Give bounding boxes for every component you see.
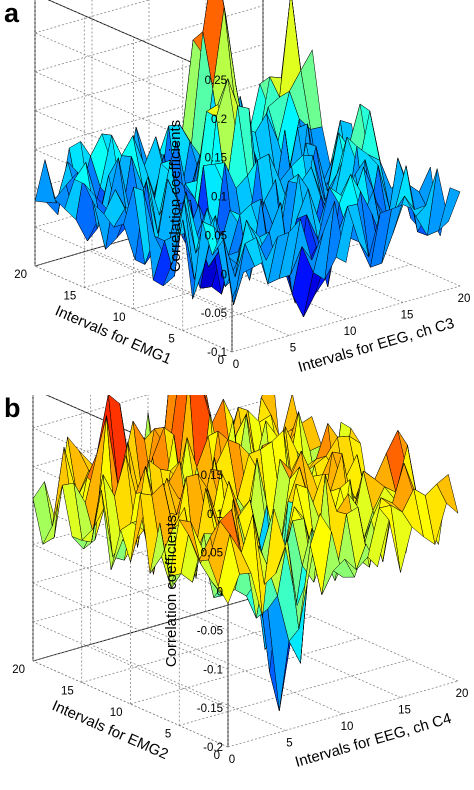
z-tick-label: 0.15 [201,470,223,482]
z-tick-label: 0.1 [211,192,227,204]
z-tick-label: -0.15 [197,703,223,715]
surface [34,0,461,318]
surface-patch [438,187,461,231]
y-tick-label: 5 [168,334,174,346]
panel-a: a -0.1 -0.05 0 0.05 0.1 0.15 0.2 0.25 0 5 10 15 20 0 5… [4,0,470,376]
x-tick-label: 15 [401,310,414,322]
left-wall-grid-z [45,395,229,476]
left-wall-grid-z [32,505,229,592]
y-tick-label: 10 [110,707,123,719]
x-tick-label: 0 [229,754,235,766]
surface-patch [436,474,459,514]
z-tick-label: 0 [221,269,227,281]
z-axis-label: Correlation coefficients [167,120,184,272]
z-tick-label: 0 [217,587,223,599]
y-tick-label: 15 [61,686,74,698]
left-wall-grid-z [32,582,229,670]
z-tick-label: 0.1 [207,509,223,521]
z-tick-label: 0.15 [205,153,227,165]
y-tick-label: 0 [214,750,220,762]
y-tick-label: 15 [63,291,76,303]
x-axis-label: Intervals for EEG, ch C4 [293,710,453,771]
z-tick-label: 0.25 [205,75,227,87]
tick-labels: -0.2 -0.15 -0.1 -0.05 0 0.05 0.1 0.15 0 5 10 15 20 0 5… [12,470,468,766]
floor-grid-x [90,644,286,731]
y-tick-label: 10 [113,312,126,324]
x-tick-label: 5 [286,738,292,750]
y-tick-label: 20 [12,664,25,676]
z-axis-label: Correlation coefficients [163,515,180,667]
left-wall-grid-z [32,660,229,748]
x-tick-label: 20 [456,688,469,700]
z-tick-label: 0.2 [211,114,227,126]
z-tick-label: -0.2 [203,742,223,754]
surface [32,395,459,712]
x-tick-label: 10 [344,326,357,338]
x-tick-label: 0 [233,359,239,371]
x-tick-label: 15 [398,705,411,717]
x-tick-label: 5 [290,343,296,355]
panel-b: b -0.2 -0.15 -0.1 -0.05 0 0.05 0.1 0.15 0 5 10 15 20… [0,395,474,790]
y-tick-label: 5 [165,729,171,741]
tick-labels: -0.1 -0.05 0 0.05 0.1 0.15 0.2 0.25 0 5 10 15 20 0 5 10… [14,75,470,371]
x-axis-label: Intervals for EEG, ch C3 [296,315,456,376]
z-tick-label: -0.05 [197,625,223,637]
floor-grid-y [182,264,411,331]
panel-label-a: a [4,0,20,28]
floor-grid-x [147,627,344,715]
z-tick-label: -0.05 [201,308,227,320]
left-wall-grid-z [32,544,229,631]
z-tick-label: -0.1 [203,664,223,676]
surface-chart-b: -0.2 -0.15 -0.1 -0.05 0 0.05 0.1 0.15 0 5 10 15 20 0 5… [12,395,468,771]
surface-patch [34,159,57,204]
z-tick-label: 0.05 [201,548,223,560]
left-wall-grid-z [32,621,229,709]
floor-grid-y [231,285,461,353]
y-tick-label: 0 [218,355,224,367]
y-tick-label: 20 [14,269,27,281]
panel-label-b: b [4,393,21,423]
surface-chart-a: -0.1 -0.05 0 0.05 0.1 0.15 0.2 0.25 0 5 10 15 20 0 5 10… [14,0,470,376]
x-tick-label: 20 [458,293,471,305]
left-wall-grid-z [32,427,229,515]
z-tick-label: -0.1 [207,347,227,359]
x-tick-label: 10 [341,721,354,733]
z-tick-label: 0.05 [205,230,227,242]
floor-grid-x [205,611,401,698]
